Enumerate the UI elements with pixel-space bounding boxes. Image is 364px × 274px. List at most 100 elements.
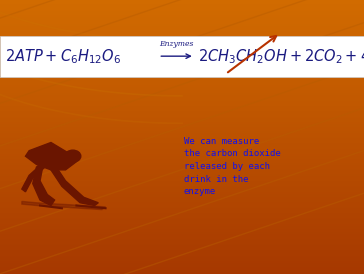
Bar	[0, 166, 364, 167]
Bar	[0, 263, 364, 264]
Bar	[0, 41, 364, 42]
Bar	[0, 257, 364, 258]
Bar	[0, 209, 364, 210]
Bar	[0, 171, 364, 172]
Bar	[0, 246, 364, 247]
Bar	[0, 256, 364, 257]
Bar	[0, 76, 364, 77]
Bar	[0, 155, 364, 156]
Bar	[0, 123, 364, 124]
Bar	[0, 214, 364, 215]
Bar	[0, 264, 364, 266]
Bar	[0, 159, 364, 161]
Bar	[0, 118, 364, 119]
Bar	[0, 177, 364, 178]
Bar	[0, 156, 364, 157]
Bar	[0, 75, 364, 76]
Bar	[0, 210, 364, 211]
Bar	[0, 221, 364, 222]
Bar	[0, 234, 364, 235]
Bar	[0, 185, 364, 186]
Polygon shape	[25, 142, 76, 170]
Bar	[0, 64, 364, 65]
Bar	[0, 136, 364, 137]
Bar	[0, 182, 364, 183]
Bar	[0, 271, 364, 272]
Bar	[0, 36, 364, 77]
Bar	[0, 167, 364, 168]
Bar	[0, 50, 364, 52]
Bar	[0, 77, 364, 78]
Bar	[0, 183, 364, 184]
Bar	[0, 130, 364, 131]
Bar	[0, 63, 364, 64]
Bar	[0, 19, 364, 20]
Bar	[0, 187, 364, 189]
Bar	[0, 217, 364, 218]
Bar	[0, 201, 364, 202]
Bar	[0, 227, 364, 228]
Bar	[0, 7, 364, 8]
Bar	[0, 92, 364, 93]
Bar	[0, 52, 364, 53]
Bar	[0, 103, 364, 104]
Bar	[0, 195, 364, 196]
Bar	[0, 119, 364, 120]
Bar	[0, 145, 364, 147]
Bar	[0, 173, 364, 175]
Bar	[0, 141, 364, 142]
Bar	[0, 203, 364, 204]
Bar	[0, 204, 364, 206]
Bar	[0, 125, 364, 126]
Bar	[0, 61, 364, 62]
Bar	[0, 49, 364, 50]
Bar	[0, 94, 364, 95]
Bar	[0, 59, 364, 60]
Bar	[0, 32, 364, 33]
Bar	[0, 18, 364, 19]
Bar	[0, 72, 364, 73]
Bar	[0, 198, 364, 199]
Text: We can measure
the carbon dioxide
released by each
drink in the
enzyme: We can measure the carbon dioxide releas…	[184, 137, 281, 196]
Bar	[0, 87, 364, 88]
Bar	[0, 60, 364, 61]
Bar	[0, 261, 364, 262]
Bar	[0, 140, 364, 141]
Bar	[0, 17, 364, 18]
Bar	[0, 268, 364, 269]
Bar	[0, 262, 364, 263]
Bar	[0, 42, 364, 43]
Bar	[0, 260, 364, 261]
Text: $2CH_3CH_2OH + 2CO_2 + 4ATP$: $2CH_3CH_2OH + 2CO_2 + 4ATP$	[198, 47, 364, 65]
Bar	[0, 96, 364, 97]
Bar	[0, 168, 364, 169]
Bar	[0, 104, 364, 105]
Bar	[0, 81, 364, 82]
Circle shape	[65, 150, 81, 162]
Bar	[0, 102, 364, 103]
Bar	[0, 233, 364, 234]
Bar	[0, 254, 364, 255]
Polygon shape	[22, 201, 106, 210]
Bar	[0, 129, 364, 130]
Bar	[0, 85, 364, 87]
Bar	[0, 266, 364, 267]
Bar	[0, 245, 364, 246]
Bar	[0, 170, 364, 171]
Bar	[0, 11, 364, 12]
Bar	[0, 229, 364, 230]
Bar	[0, 133, 364, 134]
Bar	[0, 91, 364, 92]
Bar	[0, 242, 364, 243]
Bar	[0, 255, 364, 256]
Bar	[0, 24, 364, 25]
Bar	[0, 192, 364, 193]
Bar	[0, 122, 364, 123]
Bar	[0, 126, 364, 127]
Bar	[0, 239, 364, 240]
Bar	[0, 62, 364, 63]
Bar	[0, 113, 364, 115]
Bar	[0, 157, 364, 158]
Bar	[0, 207, 364, 208]
Bar	[0, 110, 364, 111]
